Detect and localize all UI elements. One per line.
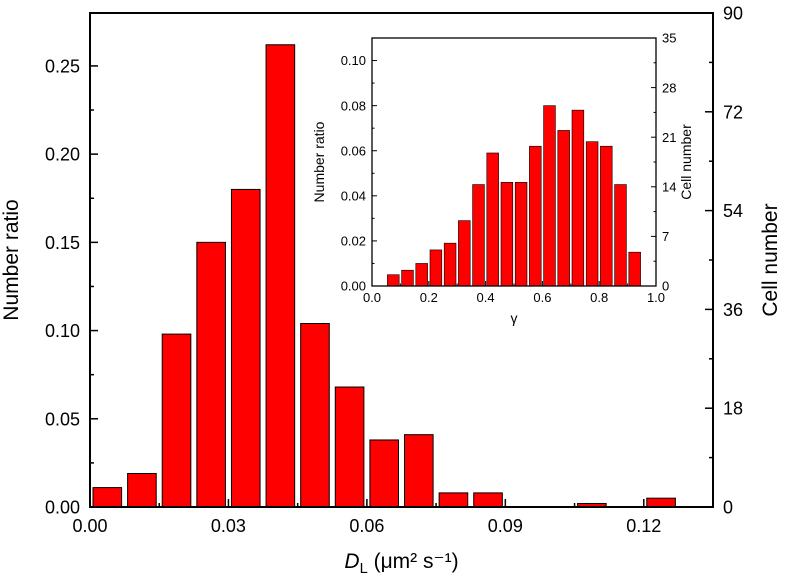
x-tick-label: 0.0 <box>363 290 381 305</box>
histogram-bar <box>161 333 192 508</box>
main-histogram: 0.00 0.03 0.06 0.09 0.120.000.050.100.150.20… <box>0 3 782 577</box>
histogram-bar <box>458 220 471 287</box>
histogram-bar <box>92 487 123 508</box>
histogram-bar <box>571 109 585 287</box>
y-tick-label: 0.25 <box>45 56 80 76</box>
histogram-bar <box>387 274 400 287</box>
x-axis-title-symbol: D <box>344 550 359 573</box>
x-tick-label: 0.2 <box>420 290 438 305</box>
x-axis-title-subscript: L <box>360 561 368 577</box>
y-tick-label: 0.06 <box>341 143 366 158</box>
histogram-bar <box>486 152 499 287</box>
x-tick-label: 0.06 <box>349 516 384 536</box>
histogram-bar <box>472 184 485 287</box>
y-axis-title: Number ratio <box>311 121 327 202</box>
histogram-bar <box>196 241 226 508</box>
histogram-bar <box>614 184 627 287</box>
histogram-bar <box>369 439 399 508</box>
plot-frame <box>371 37 657 287</box>
x-tick-label: 0.6 <box>533 290 551 305</box>
y-tick-label: 0.10 <box>45 321 80 341</box>
histogram-bar <box>646 497 676 508</box>
x-tick-label: 1.0 <box>647 290 665 305</box>
x-tick-label: 0.12 <box>626 516 661 536</box>
x-tick-label: 0.4 <box>477 290 495 305</box>
y2-axis-title: Cell number <box>759 203 782 316</box>
y-tick-label: 0.00 <box>341 279 366 294</box>
histogram-bar <box>230 188 261 508</box>
histogram-bar <box>415 263 428 287</box>
histogram-bar <box>628 251 641 287</box>
histogram-bar <box>529 145 542 287</box>
x-tick-label: 0.8 <box>590 290 608 305</box>
histogram-bar <box>438 492 469 508</box>
histogram-bar <box>127 472 157 508</box>
histogram-bar <box>543 105 556 287</box>
y2-tick-label: 0 <box>662 279 669 294</box>
y2-tick-label: 21 <box>662 130 676 145</box>
y-tick-label: 0.02 <box>341 234 366 249</box>
y-tick-label: 0.10 <box>341 53 366 68</box>
y-tick-label: 0.20 <box>45 145 80 165</box>
histogram-bar <box>334 386 365 508</box>
histogram-bar <box>514 181 528 287</box>
x-tick-label: 0.00 <box>72 516 107 536</box>
x-tick-label: 0.09 <box>488 516 523 536</box>
y-tick-label: 0.00 <box>45 497 80 517</box>
histogram-bar <box>600 145 613 287</box>
y-tick-label: 0.04 <box>341 188 366 203</box>
y2-tick-label: 90 <box>723 3 743 23</box>
y2-tick-label: 35 <box>662 31 676 46</box>
y2-tick-label: 14 <box>662 179 676 194</box>
y2-tick-label: 7 <box>662 229 669 244</box>
inset-histogram: 0.0 0.2 0.4 0.6 0.8 1.0 0.00 0.02 0.04 0.06 0.08 0.… <box>311 31 694 326</box>
y2-tick-label: 54 <box>723 201 743 221</box>
y-tick-label: 0.15 <box>45 233 80 253</box>
y2-tick-label: 72 <box>723 102 743 122</box>
y2-tick-label: 0 <box>723 497 733 517</box>
histogram-bar <box>429 249 443 287</box>
y2-tick-label: 18 <box>723 399 743 419</box>
y2-tick-label: 28 <box>662 80 676 95</box>
histogram-bar <box>401 269 414 287</box>
histogram-bar <box>300 323 330 508</box>
histogram-bar <box>265 44 296 508</box>
x-axis-title: DL (μm² s⁻¹) <box>344 550 458 577</box>
histogram-bar <box>473 492 503 508</box>
y-tick-label: 0.08 <box>341 98 366 113</box>
x-axis-title-unit: (μm² s⁻¹) <box>368 550 459 573</box>
histogram-bar <box>404 434 434 508</box>
histogram-bar <box>585 141 599 287</box>
x-axis-title: γ <box>511 310 518 326</box>
histogram-bar <box>557 130 570 287</box>
y-tick-label: 0.05 <box>45 409 80 429</box>
y2-tick-label: 36 <box>723 300 743 320</box>
histogram-bar <box>443 242 457 287</box>
y2-axis-title: Cell number <box>678 124 694 200</box>
x-tick-label: 0.03 <box>211 516 246 536</box>
y-axis-title: Number ratio <box>0 199 23 320</box>
histogram-bar <box>500 181 514 287</box>
